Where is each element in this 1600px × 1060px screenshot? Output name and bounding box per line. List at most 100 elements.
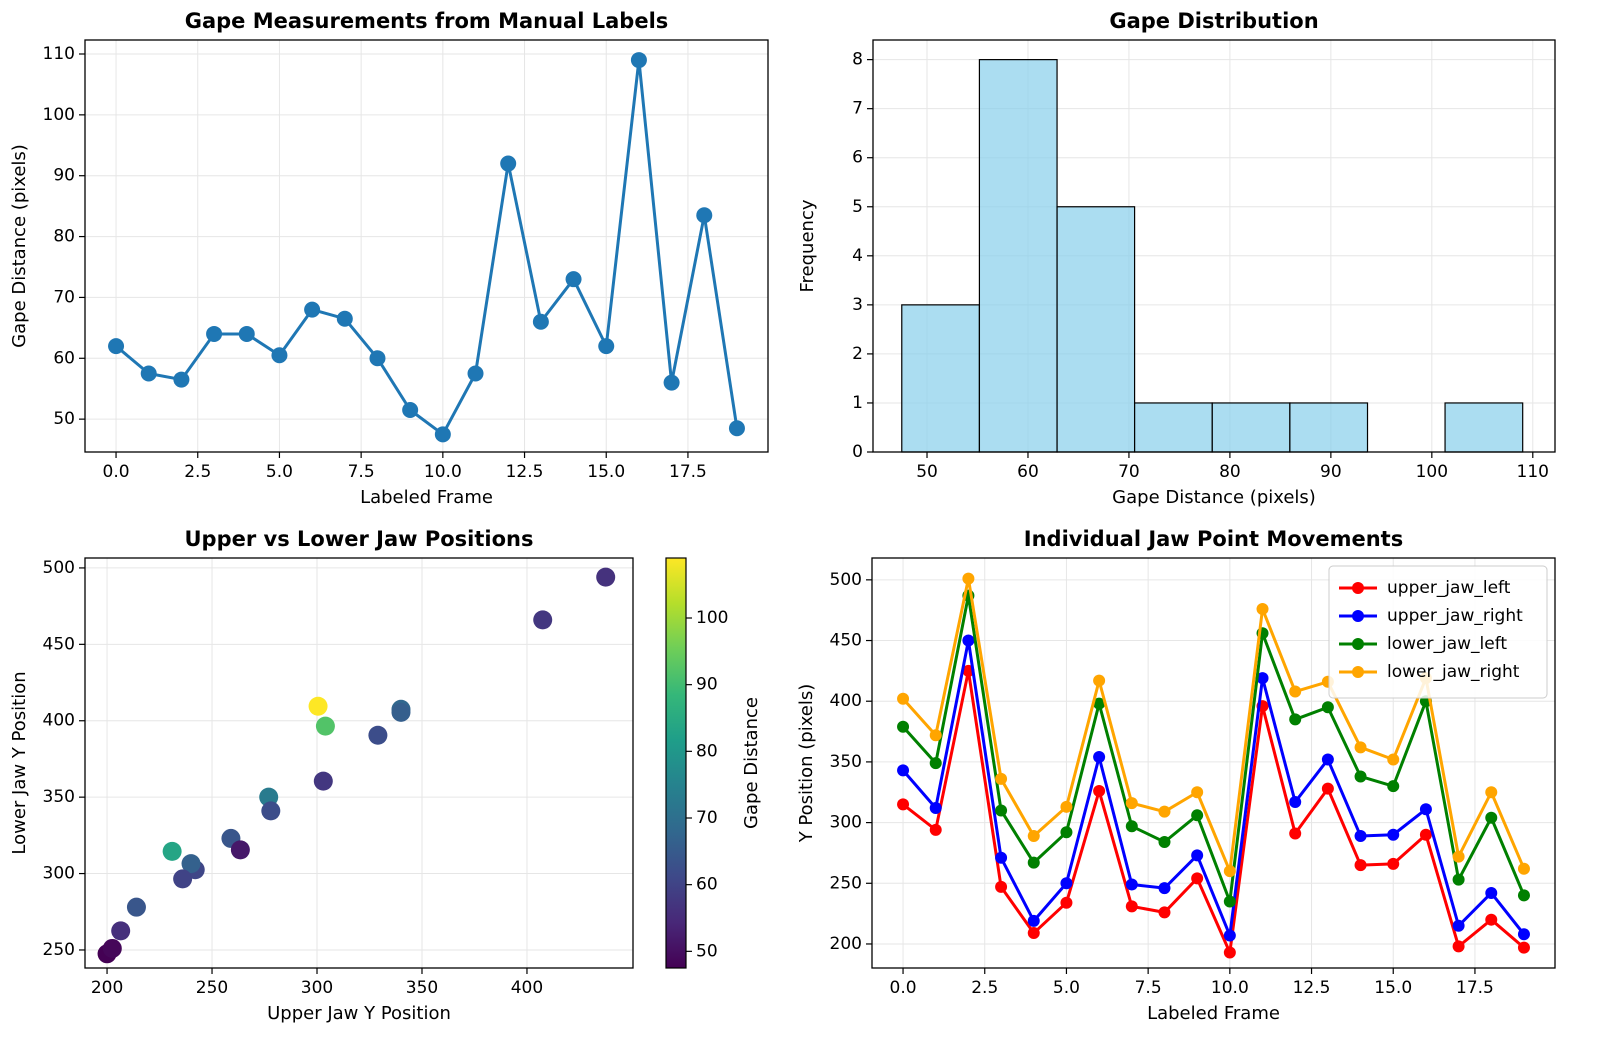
marker [1027, 829, 1040, 842]
line [901, 639, 1526, 937]
marker [402, 402, 419, 419]
x-tick-label: 2.5 [971, 978, 998, 998]
marker [304, 301, 321, 318]
chart-title: Gape Distribution [1109, 9, 1318, 33]
point [230, 840, 250, 860]
y-tick-label: 0 [852, 442, 863, 462]
y-tick-label: 50 [53, 409, 75, 429]
bar [901, 304, 981, 453]
marker [1125, 878, 1138, 891]
x-tick-label: 250 [196, 978, 228, 998]
legend-label: upper_jaw_right [1387, 606, 1523, 626]
marker [1485, 886, 1498, 899]
marker [565, 271, 582, 288]
line [902, 669, 1525, 954]
marker [1223, 929, 1236, 942]
point [596, 567, 616, 587]
marker [1387, 780, 1400, 793]
bar [1211, 402, 1291, 453]
legend-swatch-marker [1352, 610, 1364, 622]
y-axis-label: Y Position (pixels) [796, 684, 817, 844]
chart-title: Individual Jaw Point Movements [1024, 527, 1403, 551]
colorbar-tick-label: 90 [696, 675, 718, 695]
colorbar-tick-label: 100 [696, 608, 728, 628]
y-tick-label: 1 [852, 393, 863, 413]
point [162, 841, 182, 861]
marker [1223, 865, 1236, 878]
marker [500, 155, 517, 172]
chart-title: Gape Measurements from Manual Labels [185, 9, 669, 33]
marker [897, 764, 910, 777]
bar [978, 59, 1058, 453]
point [181, 854, 201, 874]
marker [630, 52, 647, 69]
marker [1289, 685, 1302, 698]
marker [1485, 913, 1498, 926]
marker [1093, 785, 1106, 798]
marker [962, 572, 975, 585]
y-tick-label: 70 [53, 287, 75, 307]
x-axis-label: Labeled Frame [360, 487, 493, 508]
y-tick-label: 300 [43, 864, 75, 884]
marker [1027, 856, 1040, 869]
bar [1444, 402, 1524, 453]
x-tick-label: 17.5 [1456, 978, 1494, 998]
marker [1387, 828, 1400, 841]
marker [962, 634, 975, 647]
y-tick-label: 300 [830, 813, 862, 833]
point [111, 921, 131, 941]
point [308, 696, 328, 716]
marker [336, 310, 353, 327]
marker [271, 347, 288, 364]
marker [1191, 849, 1204, 862]
y-tick-label: 5 [852, 197, 863, 217]
marker [1191, 872, 1204, 885]
y-tick-label: 2 [852, 344, 863, 364]
marker [1517, 889, 1530, 902]
point [533, 610, 553, 630]
marker [1060, 826, 1073, 839]
marker [1027, 927, 1040, 940]
x-tick-label: 300 [301, 978, 333, 998]
line [115, 58, 739, 436]
marker [1223, 946, 1236, 959]
marker [1289, 827, 1302, 840]
marker [1354, 770, 1367, 783]
marker [728, 420, 745, 437]
marker [995, 772, 1008, 785]
x-axis-label: Upper Jaw Y Position [267, 1003, 451, 1024]
marker [1289, 795, 1302, 808]
marker [1354, 829, 1367, 842]
colorbar [665, 557, 687, 969]
x-tick-label: 17.5 [669, 462, 707, 482]
y-tick-label: 400 [830, 691, 862, 711]
axes-frame [84, 557, 634, 969]
legend-label: lower_jaw_right [1387, 662, 1520, 682]
x-tick-label: 200 [91, 978, 123, 998]
marker [1158, 882, 1171, 895]
x-tick-label: 350 [406, 978, 438, 998]
marker [532, 313, 549, 330]
marker [897, 692, 910, 705]
x-tick-label: 90 [1320, 462, 1342, 482]
bar [1133, 402, 1213, 453]
y-tick-label: 250 [830, 873, 862, 893]
y-tick-label: 60 [53, 348, 75, 368]
marker [1387, 753, 1400, 766]
marker [434, 426, 451, 443]
marker [1158, 836, 1171, 849]
x-tick-label: 0.0 [890, 978, 917, 998]
marker [1485, 811, 1498, 824]
marker [1125, 797, 1138, 810]
x-tick-label: 100 [1416, 462, 1448, 482]
marker [663, 374, 680, 391]
legend-swatch-marker [1352, 582, 1364, 594]
colorbar-tick-label: 80 [696, 741, 718, 761]
x-tick-label: 50 [916, 462, 938, 482]
marker [1093, 751, 1106, 764]
x-tick-label: 15.0 [587, 462, 625, 482]
point [261, 801, 281, 821]
colorbar-tick-label: 60 [696, 875, 718, 895]
y-axis-label: Frequency [797, 199, 818, 292]
